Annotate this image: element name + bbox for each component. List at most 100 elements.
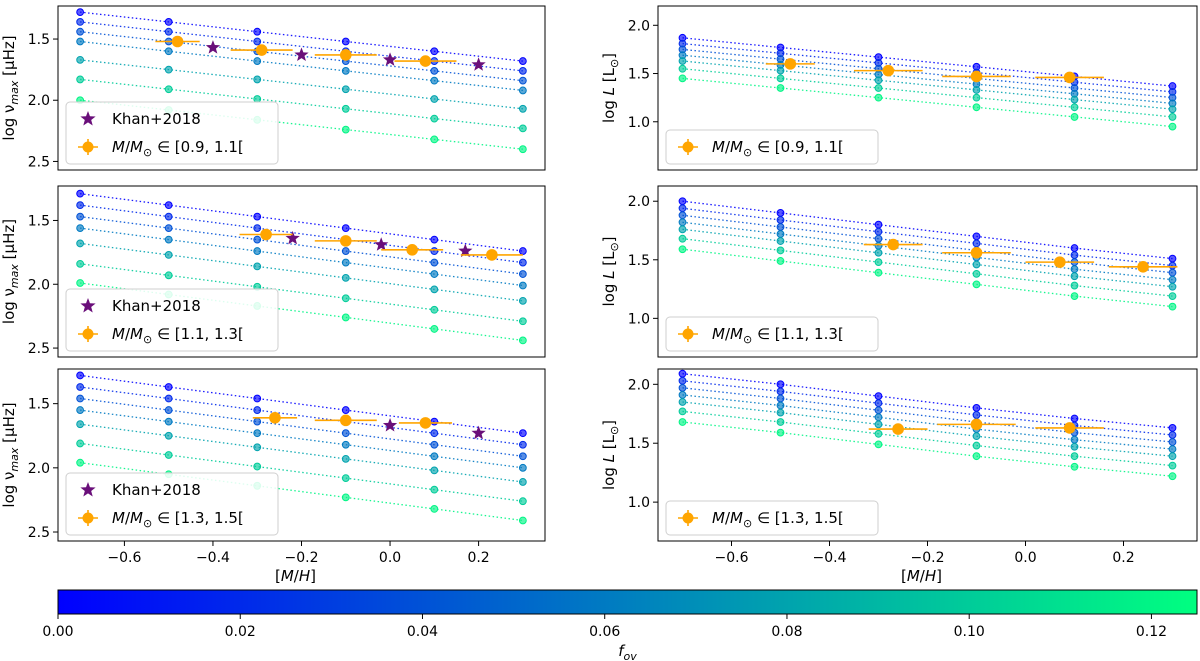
legend-obs-marker xyxy=(682,141,694,153)
track-line xyxy=(682,228,1173,288)
track-line xyxy=(682,380,1173,436)
obs-point xyxy=(1063,422,1076,434)
track-line xyxy=(682,421,1173,477)
track-point xyxy=(874,406,883,415)
track-point xyxy=(1070,244,1079,252)
track-point xyxy=(341,125,350,134)
y-axis-label: log L [L⊙] xyxy=(600,420,621,490)
track-point xyxy=(1070,292,1079,300)
obs-point xyxy=(970,246,983,259)
track-point xyxy=(518,478,527,486)
track-point xyxy=(164,251,173,259)
track-point xyxy=(874,399,883,408)
track-point xyxy=(430,452,439,461)
plot-area xyxy=(76,371,527,525)
plot-area xyxy=(678,197,1178,311)
y-tick-label: 1.5 xyxy=(28,32,50,48)
obs-point xyxy=(970,418,983,431)
legend-box xyxy=(665,500,879,536)
khan-star xyxy=(458,243,473,258)
track-point xyxy=(76,224,85,233)
obs-point xyxy=(1137,261,1149,273)
track-line xyxy=(682,248,1173,308)
track-point xyxy=(76,55,85,64)
y-tick-label: 2.0 xyxy=(628,194,650,210)
obs-point xyxy=(892,423,904,435)
khan-star xyxy=(205,40,221,54)
track-point xyxy=(164,47,173,56)
track-line xyxy=(80,204,523,264)
track-point xyxy=(874,241,883,250)
track-line xyxy=(682,221,1173,281)
y-tick-label: 2.5 xyxy=(28,525,50,541)
track-point xyxy=(76,239,85,248)
track-point xyxy=(164,85,173,94)
track-point xyxy=(776,401,785,410)
track-point xyxy=(76,279,85,287)
track-point xyxy=(341,247,350,255)
track-point xyxy=(1070,442,1079,451)
track-point xyxy=(518,463,527,472)
obs-point xyxy=(419,55,432,67)
track-point xyxy=(253,224,262,233)
track-line xyxy=(80,263,523,322)
track-point xyxy=(341,454,350,463)
track-point xyxy=(1070,462,1079,471)
colorbar-tick-label: 0.06 xyxy=(589,624,620,640)
x-tick-label: 0.0 xyxy=(379,550,401,566)
track-line xyxy=(80,409,523,469)
track-point xyxy=(972,403,981,412)
track-point xyxy=(430,76,439,85)
track-point xyxy=(164,212,173,221)
khan-star xyxy=(382,52,398,66)
obs-point xyxy=(406,244,418,256)
y-tick-label: 1.0 xyxy=(628,115,650,131)
track-point xyxy=(1168,275,1177,284)
track-point xyxy=(518,281,527,290)
axes-frame xyxy=(57,185,546,358)
track-point xyxy=(164,235,173,244)
y-tick-label: 1.5 xyxy=(28,213,50,229)
y-tick-label: 2.5 xyxy=(28,154,50,170)
track-point xyxy=(164,431,173,440)
track-point xyxy=(164,224,173,233)
track-point xyxy=(253,212,262,221)
track-point xyxy=(341,313,350,322)
track-point xyxy=(518,86,527,95)
x-tick-label: 0.2 xyxy=(1112,550,1134,566)
track-point xyxy=(874,76,883,85)
track-point xyxy=(341,273,350,282)
track-point xyxy=(518,258,527,267)
x-tick-label: −0.2 xyxy=(285,550,319,566)
track-point xyxy=(76,394,85,403)
track-point xyxy=(1168,261,1177,270)
plot-area xyxy=(76,189,527,345)
track-point xyxy=(972,441,981,450)
plot-area xyxy=(678,369,1177,481)
track-point xyxy=(341,104,350,113)
legend-khan-marker xyxy=(80,482,96,497)
track-point xyxy=(518,57,527,65)
track-point xyxy=(678,383,687,392)
track-point xyxy=(518,452,527,461)
panel-top-right: 1.0 1.5 2.0 log L [L⊙] M/M⊙ ∈ [0.9, 1.1[ xyxy=(600,5,1198,171)
track-point xyxy=(76,37,85,46)
track-point xyxy=(430,270,439,278)
track-point xyxy=(76,201,85,210)
track-point xyxy=(430,305,439,314)
track-point xyxy=(1168,424,1177,432)
legend-obs-marker xyxy=(682,512,694,524)
track-line xyxy=(682,373,1173,429)
track-point xyxy=(253,37,262,46)
track-line xyxy=(682,77,1173,128)
track-point xyxy=(164,394,173,403)
track-point xyxy=(341,66,350,75)
khan-star xyxy=(382,417,398,432)
track-point xyxy=(518,497,527,506)
track-point xyxy=(1070,265,1079,274)
track-point xyxy=(518,247,527,255)
track-point xyxy=(76,406,85,414)
track-point xyxy=(1070,251,1079,260)
track-point xyxy=(76,259,85,268)
track-point xyxy=(678,204,687,213)
